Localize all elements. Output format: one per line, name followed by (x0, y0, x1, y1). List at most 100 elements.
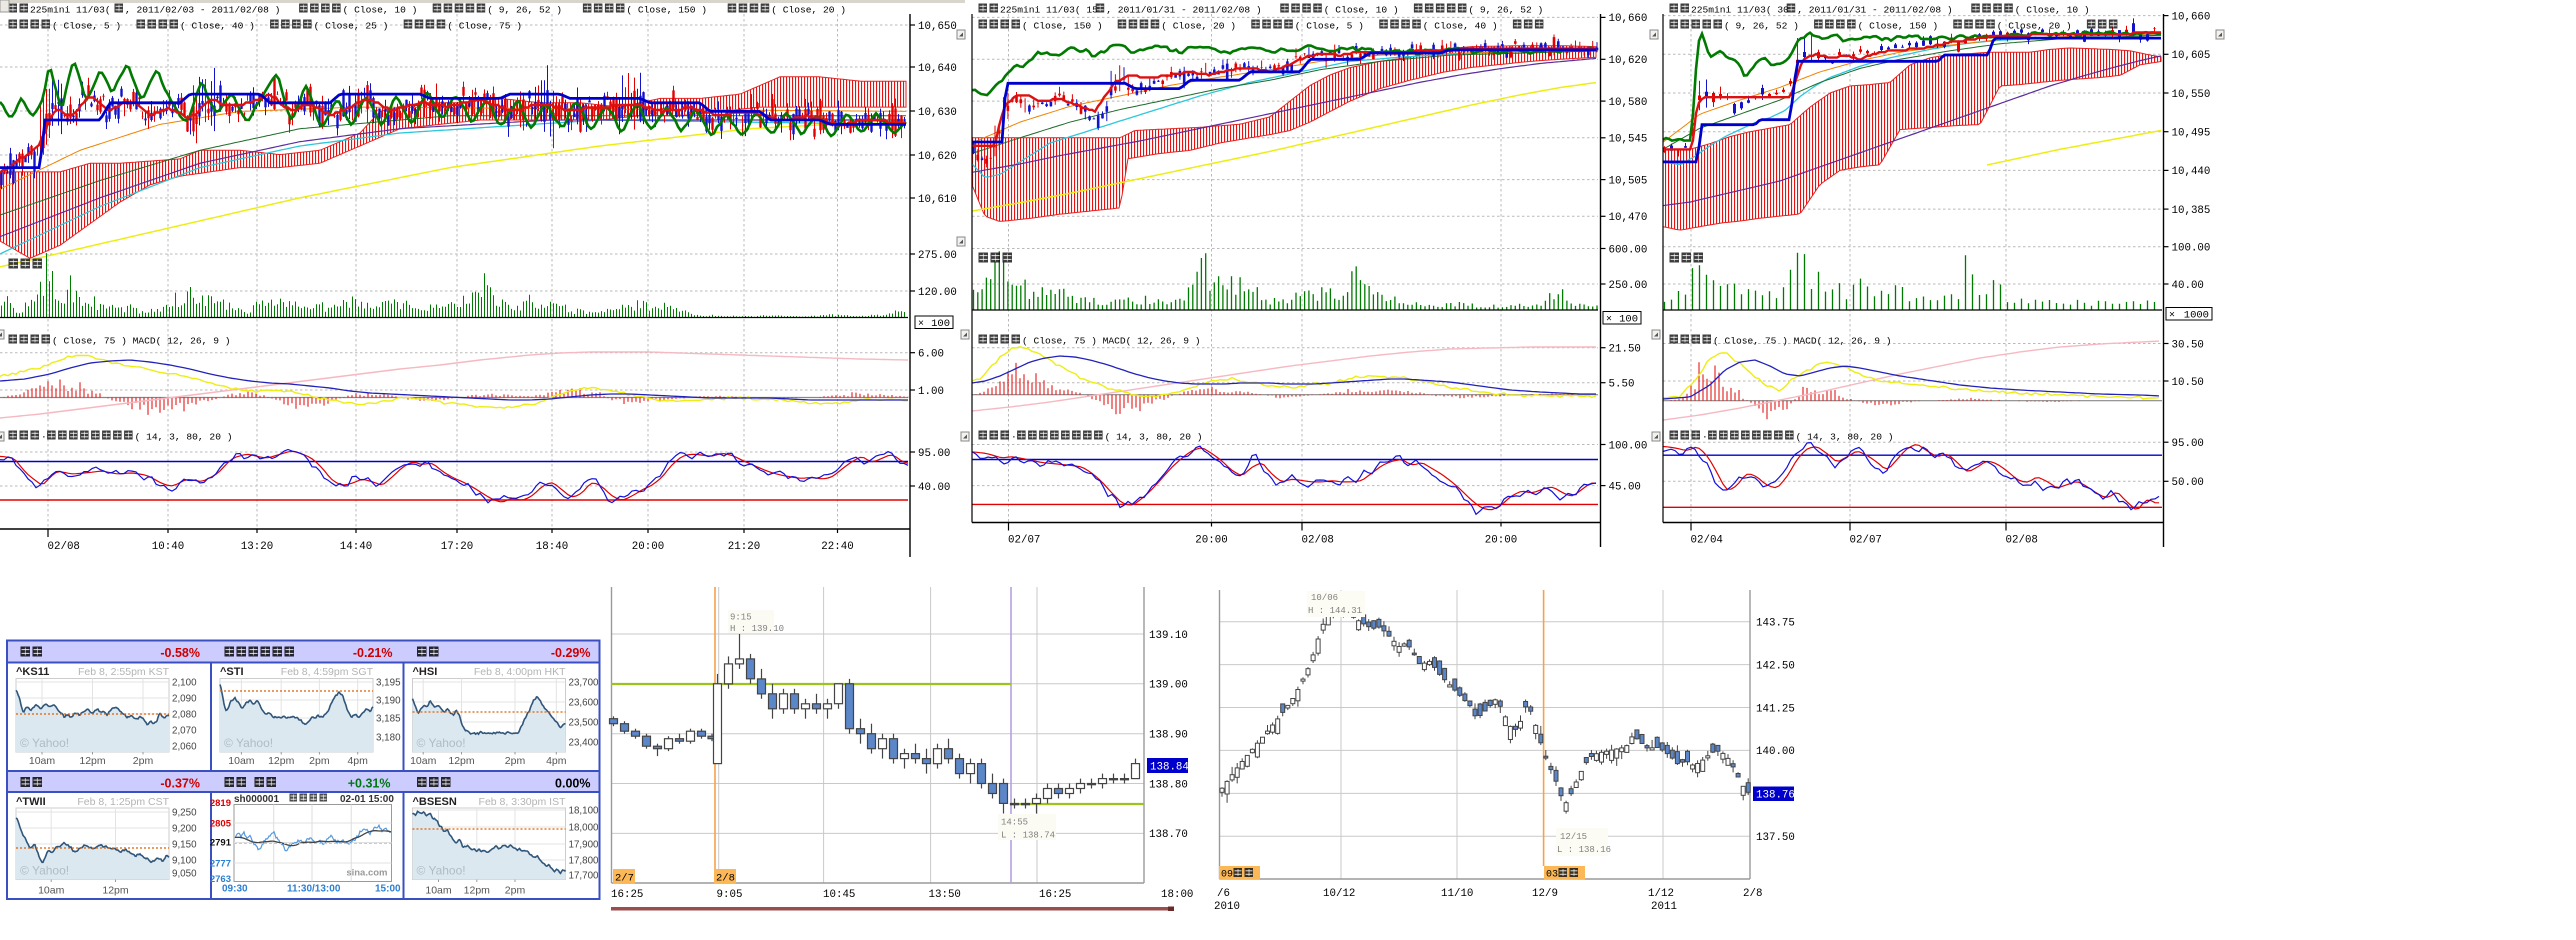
svg-text:10,610: 10,610 (918, 194, 957, 206)
svg-text:2791: 2791 (210, 838, 232, 849)
svg-text:22:40: 22:40 (821, 541, 853, 553)
svg-text:17,800: 17,800 (569, 856, 600, 867)
svg-text:, 2011/01/31 - 2011/02/08 ): , 2011/01/31 - 2011/02/08 ) (1106, 5, 1261, 16)
svg-text:×: × (1606, 315, 1612, 326)
svg-text:11:30/13:00: 11:30/13:00 (287, 884, 341, 895)
svg-text:10/06: 10/06 (1311, 593, 1338, 603)
svg-text:^TWII: ^TWII (16, 796, 46, 808)
svg-text:( Close, 40 ): ( Close, 40 ) (1423, 21, 1498, 32)
svg-text:10,580: 10,580 (1609, 97, 1648, 109)
svg-text:03: 03 (1546, 870, 1558, 881)
svg-text:10,660: 10,660 (2172, 11, 2211, 23)
svg-text:225mini 11/03( 30: 225mini 11/03( 30 (1691, 5, 1789, 16)
svg-text:( 14, 3, 80, 20 ): ( 14, 3, 80, 20 ) (135, 432, 233, 443)
svg-text:142.50: 142.50 (1756, 660, 1795, 672)
svg-text:3,190: 3,190 (376, 696, 401, 707)
svg-text:( 9, 26, 52 ): ( 9, 26, 52 ) (1724, 21, 1799, 32)
svg-text:·: · (41, 432, 47, 443)
svg-text:0.00%: 0.00% (555, 777, 590, 791)
svg-text:2011: 2011 (1651, 901, 1677, 913)
svg-text:^BSESN: ^BSESN (413, 796, 457, 808)
svg-text:( Close, 5 ): ( Close, 5 ) (1295, 21, 1364, 32)
svg-text:09: 09 (1221, 870, 1233, 881)
svg-text:2,090: 2,090 (172, 694, 197, 705)
svg-text:17,900: 17,900 (569, 840, 600, 851)
svg-text:1000: 1000 (2184, 310, 2209, 322)
svg-text:10,545: 10,545 (1609, 134, 1648, 146)
svg-text:2,070: 2,070 (172, 726, 197, 737)
svg-text:10am: 10am (29, 755, 56, 767)
svg-text:137.50: 137.50 (1756, 832, 1795, 844)
svg-text:16:25: 16:25 (611, 889, 643, 901)
svg-text:275.00: 275.00 (918, 250, 957, 262)
svg-text:( Close, 75 ) MACD( 12, 26,: ( Close, 75 ) MACD( 12, 26, 9 ) (52, 336, 230, 347)
svg-text:95.00: 95.00 (918, 448, 950, 460)
svg-text:23,500: 23,500 (569, 718, 600, 729)
svg-text:138.90: 138.90 (1149, 730, 1188, 742)
svg-text:50.00: 50.00 (2172, 477, 2204, 489)
svg-text:15:00: 15:00 (375, 884, 401, 895)
svg-text:2pm: 2pm (133, 755, 154, 767)
svg-text:2763: 2763 (210, 874, 231, 885)
svg-text:10.50: 10.50 (2172, 377, 2204, 389)
svg-text:( Close, 75 ) MACD( 12, 26,: ( Close, 75 ) MACD( 12, 26, 9 ) (1713, 336, 1891, 347)
svg-text:10,660: 10,660 (1609, 13, 1648, 25)
svg-text:( 14, 3, 80, 20 ): ( 14, 3, 80, 20 ) (1105, 432, 1203, 443)
svg-text:( 9, 26, 52 ): ( 9, 26, 52 ) (487, 5, 562, 16)
svg-text:120.00: 120.00 (918, 287, 957, 299)
svg-text:10,620: 10,620 (918, 151, 957, 163)
svg-text:( Close, 20 ): ( Close, 20 ) (1997, 21, 2072, 32)
svg-text:21.50: 21.50 (1609, 344, 1641, 356)
svg-text:100.00: 100.00 (1609, 440, 1648, 452)
svg-text:( 9, 26, 52 ): ( 9, 26, 52 ) (1468, 5, 1543, 16)
svg-text:10am: 10am (228, 755, 255, 767)
svg-text:100.00: 100.00 (2172, 243, 2211, 255)
svg-text:10:40: 10:40 (152, 541, 184, 553)
svg-text:2805: 2805 (210, 819, 232, 830)
svg-text:-0.58%: -0.58% (160, 646, 200, 660)
svg-text:-0.29%: -0.29% (551, 646, 591, 660)
svg-text:11/10: 11/10 (1441, 888, 1473, 900)
svg-text:1.00: 1.00 (918, 386, 944, 398)
svg-text:140.00: 140.00 (1756, 746, 1795, 758)
svg-text:( Close, 150 ): ( Close, 150 ) (1022, 21, 1103, 32)
svg-text:23,400: 23,400 (569, 738, 600, 749)
svg-text:© Yahoo!: © Yahoo! (224, 736, 273, 750)
svg-text:10,470: 10,470 (1609, 212, 1648, 224)
svg-text:02/07: 02/07 (1850, 535, 1882, 547)
svg-text:10,640: 10,640 (918, 63, 957, 75)
svg-text:12pm: 12pm (102, 885, 129, 897)
svg-text:141.25: 141.25 (1756, 703, 1795, 715)
svg-text:02-01 15:00: 02-01 15:00 (340, 794, 394, 805)
svg-text:02/07: 02/07 (1008, 535, 1040, 547)
svg-text:10am: 10am (410, 755, 437, 767)
svg-text:L : 138.16: L : 138.16 (1557, 845, 1611, 855)
svg-text:10am: 10am (38, 885, 65, 897)
svg-text:4pm: 4pm (546, 755, 567, 767)
svg-text:·: · (1011, 432, 1017, 443)
svg-text:×: × (918, 319, 924, 330)
svg-text:139.00: 139.00 (1149, 680, 1188, 692)
svg-text:9,100: 9,100 (172, 856, 197, 867)
svg-text:Feb 8, 1:25pm CST: Feb 8, 1:25pm CST (77, 796, 169, 808)
svg-text:225mini 11/03(: 225mini 11/03( (30, 5, 111, 16)
svg-text:20:00: 20:00 (1485, 535, 1517, 547)
svg-text:02/08: 02/08 (2006, 535, 2038, 547)
svg-text:© Yahoo!: © Yahoo! (20, 736, 69, 750)
svg-text:9,250: 9,250 (172, 808, 197, 819)
svg-text:^STI: ^STI (220, 666, 244, 678)
svg-text:( Close, 150 ): ( Close, 150 ) (626, 5, 707, 16)
svg-text:Feb 8, 2:55pm KST: Feb 8, 2:55pm KST (78, 666, 170, 678)
svg-text:×: × (2169, 311, 2175, 322)
svg-text:+0.31%: +0.31% (348, 777, 391, 791)
svg-text:© Yahoo!: © Yahoo! (417, 864, 466, 878)
svg-text:10,550: 10,550 (2172, 89, 2211, 101)
svg-text:sina.com: sina.com (346, 868, 387, 879)
svg-text:2010: 2010 (1214, 901, 1240, 913)
svg-text:20:00: 20:00 (1195, 535, 1227, 547)
svg-text:12pm: 12pm (464, 885, 491, 897)
svg-text:sh000001: sh000001 (234, 794, 279, 805)
svg-text:( 14, 3, 80, 20 ): ( 14, 3, 80, 20 ) (1796, 432, 1894, 443)
svg-text:( Close, 150 ): ( Close, 150 ) (1858, 21, 1939, 32)
svg-text:L : 138.74: L : 138.74 (1001, 831, 1055, 841)
